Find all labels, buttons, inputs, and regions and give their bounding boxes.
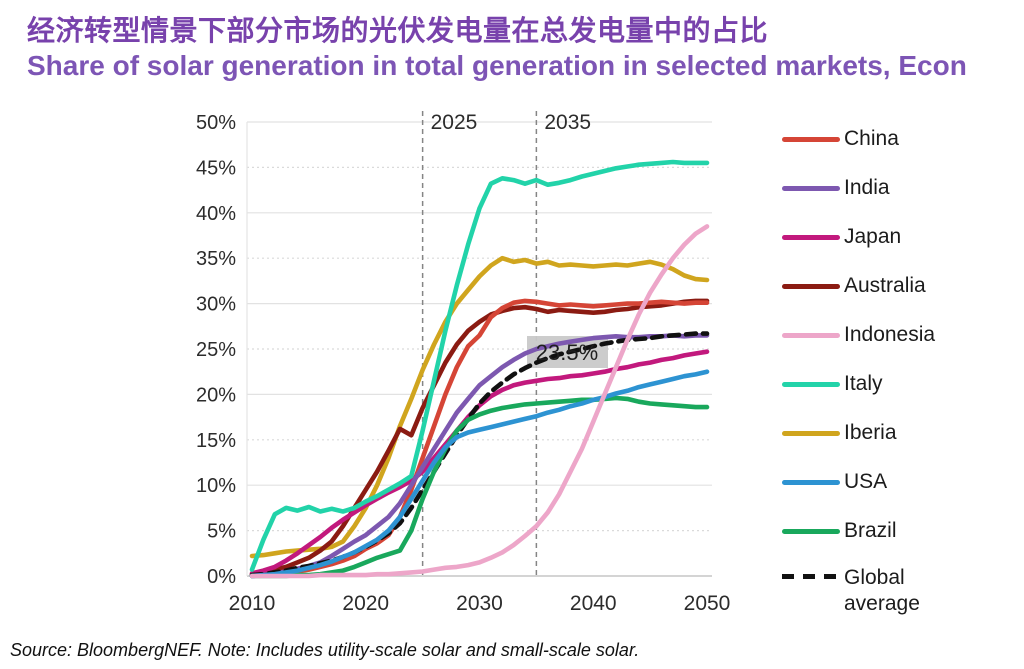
- legend-item-indonesia: Indonesia: [782, 311, 1024, 360]
- legend-label-indonesia: Indonesia: [844, 323, 936, 347]
- series-line-usa: [249, 369, 710, 579]
- y-axis-tick-labels: 0% 5% 10% 15% 20% 25% 30% 35% 40% 45% 50%: [196, 112, 236, 588]
- y-tick-label: 35%: [196, 248, 236, 270]
- legend-swatch-brazil: [782, 529, 840, 534]
- legend-label-global-average: Global average: [844, 566, 920, 616]
- legend-label-italy: Italy: [844, 372, 883, 396]
- y-tick-label: 10%: [196, 475, 236, 497]
- series-line-italy: [249, 159, 710, 572]
- legend-item-iberia: Iberia: [782, 409, 1024, 458]
- legend-label-brazil: Brazil: [844, 519, 897, 543]
- callout-label: 23.5%: [536, 340, 598, 365]
- y-tick-label: 45%: [196, 157, 236, 179]
- x-tick-label: 2010: [229, 592, 276, 615]
- x-tick-label: 2040: [570, 592, 617, 615]
- y-tick-label: 20%: [196, 384, 236, 406]
- y-tick-label: 30%: [196, 294, 236, 316]
- y-tick-label: 5%: [207, 521, 236, 543]
- legend-item-brazil: Brazil: [782, 507, 1024, 556]
- legend-label-china: China: [844, 127, 899, 151]
- legend-label-india: India: [844, 176, 890, 200]
- series-line-iberia: [249, 255, 710, 559]
- series-line-australia: [249, 298, 710, 577]
- legend-swatch-india: [782, 186, 840, 191]
- chart-legend: China India Japan Australia Indonesia Italy Ib…: [782, 115, 1024, 616]
- legend-item-china: China: [782, 115, 1024, 164]
- y-tick-label: 0%: [207, 566, 236, 588]
- legend-item-global-average: Global average: [782, 556, 1024, 616]
- page-title-chinese: 经济转型情景下部分市场的光伏发电量在总发电量中的占比: [27, 15, 769, 46]
- y-tick-label: 25%: [196, 339, 236, 361]
- vline-label-2035: 2035: [544, 111, 591, 134]
- x-tick-label: 2050: [684, 592, 731, 615]
- legend-item-japan: Japan: [782, 213, 1024, 262]
- y-tick-label: 50%: [196, 112, 236, 134]
- page-title-english: Share of solar generation in total gener…: [27, 50, 967, 81]
- legend-label-iberia: Iberia: [844, 421, 897, 445]
- legend-item-india: India: [782, 164, 1024, 213]
- y-tick-label: 15%: [196, 430, 236, 452]
- series-line-indonesia: [249, 224, 710, 579]
- legend-item-australia: Australia: [782, 262, 1024, 311]
- legend-swatch-china: [782, 137, 840, 142]
- source-note: Source: BloombergNEF. Note: Includes uti…: [10, 640, 640, 660]
- legend-swatch-global-average: [782, 574, 840, 579]
- x-axis-tick-labels: 2010 2020 2030 2040 2050: [229, 592, 731, 615]
- legend-swatch-australia: [782, 284, 840, 289]
- series-line-india: [249, 333, 710, 579]
- legend-swatch-iberia: [782, 431, 840, 436]
- legend-swatch-usa: [782, 480, 840, 485]
- legend-item-italy: Italy: [782, 360, 1024, 409]
- x-tick-label: 2030: [456, 592, 503, 615]
- legend-label-australia: Australia: [844, 274, 926, 298]
- vline-label-2025: 2025: [431, 111, 478, 134]
- y-tick-label: 40%: [196, 203, 236, 225]
- legend-label-usa: USA: [844, 470, 888, 494]
- legend-item-usa: USA: [782, 458, 1024, 507]
- legend-swatch-japan: [782, 235, 840, 240]
- legend-label-japan: Japan: [844, 225, 902, 249]
- series-line-japan: [249, 349, 710, 576]
- x-tick-label: 2020: [342, 592, 389, 615]
- legend-swatch-indonesia: [782, 333, 840, 338]
- legend-swatch-italy: [782, 382, 840, 387]
